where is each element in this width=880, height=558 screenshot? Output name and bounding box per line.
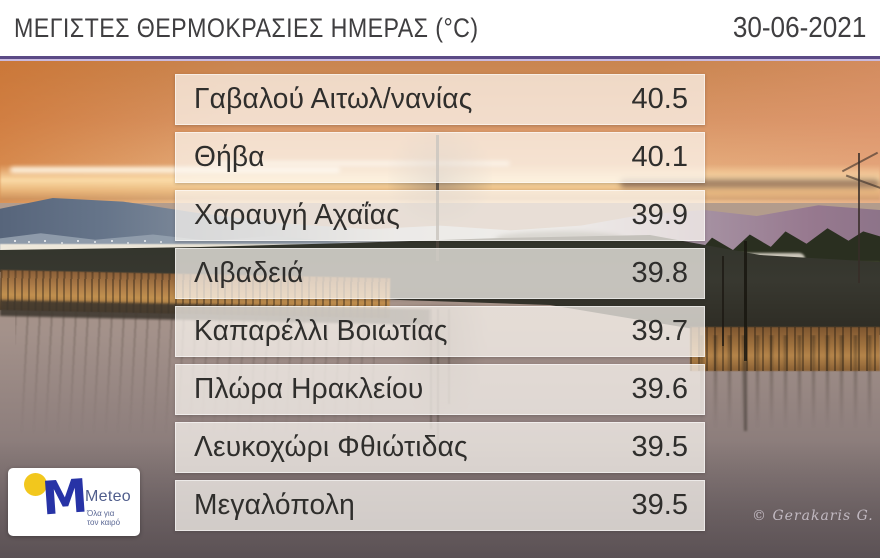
table-row: Γαβαλού Αιτωλ/νανίας 40.5 xyxy=(175,74,705,125)
meteo-logo: M Meteo Όλα για τον καιρό xyxy=(8,468,140,536)
fence-post-reflection xyxy=(744,361,747,431)
fence-post xyxy=(722,256,724,346)
sun-icon xyxy=(24,473,47,496)
table-row: Καπαρέλλι Βοιωτίας 39.7 xyxy=(175,306,705,357)
logo-tagline: Όλα για τον καιρό xyxy=(87,509,120,527)
reed-streaks-right xyxy=(690,327,880,371)
sunlit-reeds-right xyxy=(690,327,880,371)
header-bar: ΜΕΓΙΣΤΕΣ ΘΕΡΜΟΚΡΑΣΙΕΣ ΗΜΕΡΑΣ (°C) 30-06-… xyxy=(0,0,880,56)
temperature-value: 40.5 xyxy=(631,83,688,115)
location-label: Λιβαδειά xyxy=(194,257,304,289)
header-divider-lavender xyxy=(0,59,880,61)
date-label: 30-06-2021 xyxy=(732,11,866,44)
location-label: Χαραυγή Αχαΐας xyxy=(194,199,400,231)
location-label: Καπαρέλλι Βοιωτίας xyxy=(194,315,448,347)
location-label: Θήβα xyxy=(194,141,265,173)
temperature-value: 39.9 xyxy=(631,199,688,231)
temperature-value: 40.1 xyxy=(631,141,688,173)
location-label: Μεγαλόπολη xyxy=(194,489,355,521)
logo-tagline-line1: Όλα για xyxy=(87,509,115,518)
table-row: Λιβαδειά 39.8 xyxy=(175,248,705,299)
temperature-value: 39.5 xyxy=(631,431,688,463)
logo-brand-name: Meteo xyxy=(85,488,131,505)
header-divider-purple xyxy=(0,56,880,59)
table-row: Χαραυγή Αχαΐας 39.9 xyxy=(175,190,705,241)
photographer-watermark: © Gerakaris G. xyxy=(752,508,874,524)
branch-reflections-right xyxy=(700,335,880,445)
far-right-tree xyxy=(858,153,860,283)
logo-tagline-line2: τον καιρό xyxy=(87,518,121,527)
page-title: ΜΕΓΙΣΤΕΣ ΘΕΡΜΟΚΡΑΣΙΕΣ ΗΜΕΡΑΣ (°C) xyxy=(14,12,479,43)
temperature-value: 39.7 xyxy=(631,315,688,347)
table-row: Λευκοχώρι Φθιώτιδας 39.5 xyxy=(175,422,705,473)
location-label: Γαβαλού Αιτωλ/νανίας xyxy=(194,83,473,115)
meteo-m-icon: M xyxy=(40,468,90,526)
town-lights xyxy=(14,240,16,242)
table-row: Μεγαλόπολη 39.5 xyxy=(175,480,705,531)
temperature-value: 39.5 xyxy=(631,489,688,521)
table-row: Πλώρα Ηρακλείου 39.6 xyxy=(175,364,705,415)
table-row: Θήβα 40.1 xyxy=(175,132,705,183)
temperature-value: 39.6 xyxy=(631,373,688,405)
location-label: Λευκοχώρι Φθιώτιδας xyxy=(194,431,468,463)
location-label: Πλώρα Ηρακλείου xyxy=(194,373,424,405)
fence-post xyxy=(744,241,747,361)
temperature-value: 39.8 xyxy=(631,257,688,289)
dark-cloud-streak xyxy=(620,179,880,188)
